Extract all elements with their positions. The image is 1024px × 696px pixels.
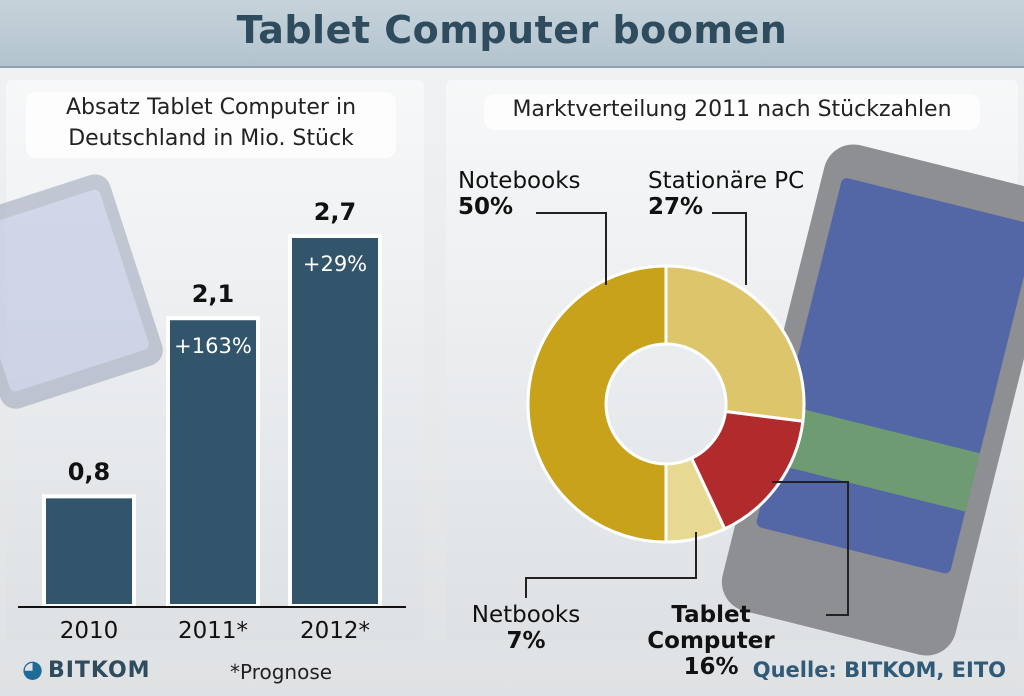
donut-series [526, 264, 806, 544]
bar-growth-label: +29% [302, 252, 368, 276]
slice-value-tablet: 16% [683, 654, 739, 680]
slice-name-netbooks: Netbooks [471, 602, 581, 628]
tablet-illustration-left [0, 174, 163, 409]
slice-name-tablet: Tablet Computer [647, 602, 775, 654]
slice-value-notebooks: 50% [458, 194, 514, 220]
donut-slice-tablet-computer [689, 409, 805, 531]
slice-label-tablet: Tablet Computer 16% [606, 602, 816, 680]
bar-2011 [166, 316, 260, 608]
bitkom-logo: ◕ BITKOM [22, 655, 151, 683]
slice-name-stationaere: Stationäre PC [648, 168, 805, 194]
slice-label-stationaere: Stationäre PC 27% [648, 168, 818, 220]
bitkom-logo-text: BITKOM [47, 658, 151, 683]
footnote: *Prognose [230, 660, 333, 684]
leader-line-tablet [772, 481, 849, 616]
leader-lines [525, 212, 849, 616]
tablet-illustration-right [721, 144, 1024, 656]
bar-growth-label: +163% [174, 334, 252, 359]
donut-chart-title: Marktverteilung 2011 nach Stückzahlen [484, 94, 980, 130]
source-note: Quelle: BITKOM, EITO [752, 658, 1006, 682]
leader-line-notebooks [536, 212, 607, 285]
slice-value-netbooks: 7% [506, 628, 546, 654]
x-tick-label: 2010 [59, 618, 119, 644]
donut-slice-notebooks [526, 264, 668, 544]
leader-line-stationaere [712, 212, 747, 285]
bar-chart-title: Absatz Tablet Computer in Deutschland in… [26, 92, 396, 158]
bar-value-label: 0,8 [67, 458, 111, 487]
bar-2010 [42, 494, 136, 608]
bar-value-label: 2,7 [313, 198, 357, 226]
x-tick-label: 2011* [177, 618, 249, 644]
slice-value-stationaere: 27% [648, 194, 704, 220]
donut-slice-station-re-pc [664, 264, 806, 423]
bitkom-logo-icon: ◕ [22, 655, 44, 683]
title-bar: Tablet Computer boomen [0, 0, 1024, 68]
slice-label-notebooks: Notebooks 50% [458, 168, 608, 220]
leader-line-netbooks [525, 532, 697, 598]
bar-series [42, 234, 382, 608]
bar-value-label: 2,1 [191, 280, 235, 309]
bar-2012 [288, 234, 382, 608]
x-tick-label: 2012* [299, 618, 371, 644]
slice-label-netbooks: Netbooks 7% [456, 602, 596, 654]
page-title: Tablet Computer boomen [236, 8, 788, 52]
slice-name-notebooks: Notebooks [458, 168, 581, 194]
